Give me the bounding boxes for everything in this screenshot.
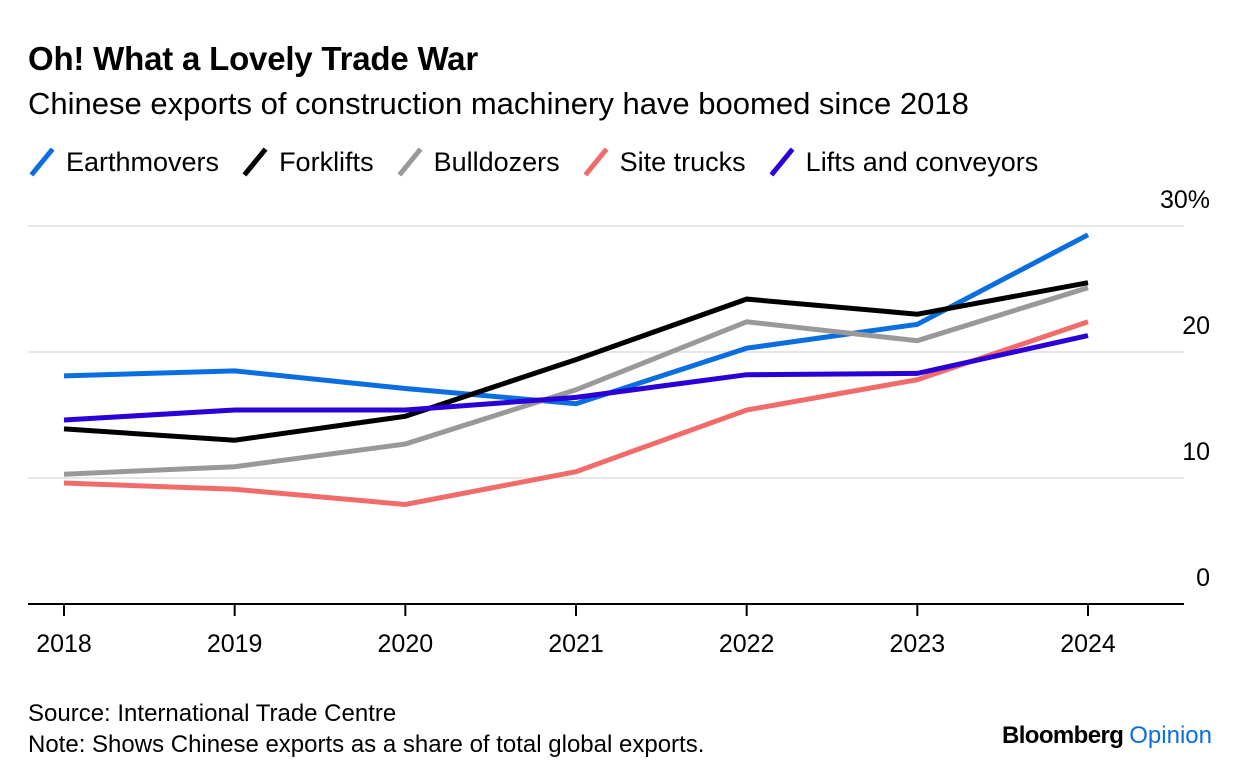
legend-swatch-earthmovers xyxy=(29,147,55,177)
legend-item-lifts-and-conveyors: Lifts and conveyors xyxy=(768,146,1039,178)
legend-label-bulldozers: Bulldozers xyxy=(433,146,560,177)
x-tick-label-2023: 2023 xyxy=(890,630,946,658)
y-tick-label-10: 10 xyxy=(1182,438,1210,466)
x-tick-label-2019: 2019 xyxy=(207,630,263,658)
series-line-lifts-and-conveyors xyxy=(63,333,1089,423)
source-note: Source: International Trade Centre xyxy=(28,700,397,727)
y-axis-labels: 0 10 20 30% xyxy=(1160,186,1210,592)
legend-item-earthmovers: Earthmovers xyxy=(28,146,219,178)
x-tick-label-2022: 2022 xyxy=(719,630,775,658)
legend-item-site-trucks: Site trucks xyxy=(582,146,746,178)
series-line-earthmovers xyxy=(63,232,1090,407)
footer-notes: Source: International Trade Centre Note:… xyxy=(28,698,704,760)
legend-swatch-bulldozers xyxy=(397,147,423,177)
legend-label-site-trucks: Site trucks xyxy=(619,146,746,177)
x-axis: 2018 2019 2020 2021 2022 2023 2024 xyxy=(28,603,1184,658)
x-tick-label-2018: 2018 xyxy=(36,630,92,658)
legend-label-earthmovers: Earthmovers xyxy=(66,146,220,177)
chart-title: Oh! What a Lovely Trade War xyxy=(28,40,478,77)
legend-swatch-site-trucks xyxy=(583,147,609,177)
x-tick-label-2021: 2021 xyxy=(548,630,604,658)
y-tick-label-0: 0 xyxy=(1196,564,1210,592)
legend-item-forklifts: Forklifts xyxy=(241,146,374,178)
series-line-forklifts xyxy=(63,280,1089,443)
y-tick-label-20: 20 xyxy=(1182,312,1210,340)
x-tick-label-2024: 2024 xyxy=(1060,630,1116,658)
legend: Earthmovers Forklifts Bulldozers Site tr… xyxy=(28,146,1060,178)
brand-logo: Bloomberg Opinion xyxy=(1002,722,1212,750)
legend-swatch-lifts-and-conveyors xyxy=(769,147,795,177)
x-tick-label-2020: 2020 xyxy=(378,630,434,658)
legend-label-forklifts: Forklifts xyxy=(279,146,374,177)
chart-subtitle: Chinese exports of construction machiner… xyxy=(28,86,969,121)
legend-swatch-forklifts xyxy=(242,147,268,177)
legend-item-bulldozers: Bulldozers xyxy=(396,146,560,178)
y-tick-label-30: 30% xyxy=(1160,186,1210,214)
series-lines xyxy=(63,232,1090,508)
legend-label-lifts-and-conveyors: Lifts and conveyors xyxy=(805,146,1039,177)
series-line-site-trucks xyxy=(63,319,1089,508)
brand-section: Opinion xyxy=(1129,722,1212,749)
series-line-bulldozers xyxy=(63,285,1089,477)
brand-name: Bloomberg xyxy=(1001,722,1124,749)
footnote: Note: Shows Chinese exports as a share o… xyxy=(28,731,705,758)
